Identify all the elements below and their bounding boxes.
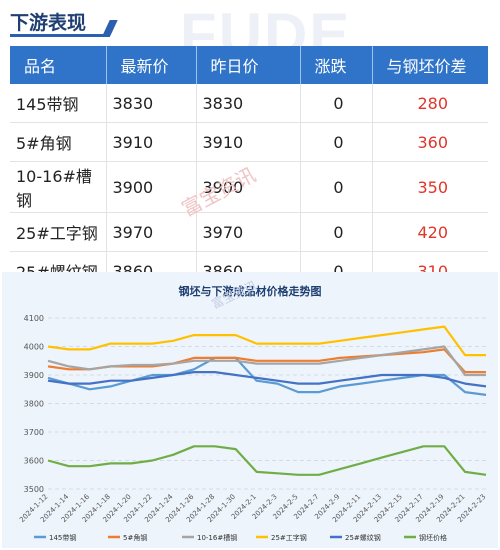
cell-name: 10-16#槽钢 <box>10 161 107 213</box>
legend-label: 25#工字钢 <box>271 533 307 542</box>
chart-title: 钢坯与下游成品材价格走势图 <box>178 285 322 298</box>
table-row: 10-16#槽钢 3900 3900 0 350 <box>10 161 488 213</box>
cell-latest: 3970 <box>106 212 197 252</box>
cell-latest: 3910 <box>106 122 197 162</box>
series-line <box>47 348 486 374</box>
y-tick-label: 3900 <box>24 371 44 380</box>
cell-prev: 3900 <box>196 161 301 213</box>
series-line <box>47 325 486 357</box>
cell-change: 0 <box>300 122 373 162</box>
column-header-name: 品名 <box>10 46 107 84</box>
cell-name: 145带钢 <box>10 84 107 123</box>
table-header-row: 品名 最新价 昨日价 涨跌 与钢坯价差 <box>10 46 488 84</box>
legend-label: 145带钢 <box>49 533 76 542</box>
cell-spread: 360 <box>372 122 488 162</box>
series-line <box>47 371 487 388</box>
cell-prev: 3830 <box>196 84 301 123</box>
cell-latest: 3830 <box>106 84 197 123</box>
cell-spread: 420 <box>372 212 488 252</box>
table-row: 145带钢 3830 3830 0 280 <box>10 84 488 123</box>
y-tick-label: 3600 <box>24 457 44 466</box>
price-table: 品名 最新价 昨日价 涨跌 与钢坯价差 145带钢 3830 3830 0 28… <box>10 46 488 291</box>
cell-change: 0 <box>300 212 373 252</box>
column-header-change: 涨跌 <box>300 46 373 84</box>
cell-change: 0 <box>300 161 373 213</box>
cell-prev: 3910 <box>196 122 301 162</box>
y-tick-label: 3500 <box>24 485 44 494</box>
table-row: 25#工字钢 3970 3970 0 420 <box>10 212 488 252</box>
cell-change: 0 <box>300 84 373 123</box>
legend-label: 10-16#槽钢 <box>197 533 237 542</box>
series-line <box>47 445 487 476</box>
cell-spread: 280 <box>372 84 488 123</box>
legend-label: 5#角钢 <box>123 533 147 542</box>
cell-spread: 350 <box>372 161 488 213</box>
column-header-prev: 昨日价 <box>196 46 301 84</box>
y-tick-label: 3700 <box>24 428 44 437</box>
table-row: 5#角钢 3910 3910 0 360 <box>10 122 488 162</box>
y-tick-label: 4100 <box>24 314 44 323</box>
title-underline <box>10 34 110 37</box>
column-header-latest: 最新价 <box>106 46 197 84</box>
column-header-spread: 与钢坯价差 <box>372 46 488 84</box>
series-line <box>47 345 486 377</box>
y-tick-label: 3800 <box>24 400 44 409</box>
y-tick-label: 4000 <box>24 343 44 352</box>
cell-latest: 3900 <box>106 161 197 213</box>
cell-name: 25#工字钢 <box>10 212 107 252</box>
cell-prev: 3970 <box>196 212 301 252</box>
section-title: 下游表现 <box>10 12 87 34</box>
series-line <box>47 356 487 396</box>
cell-name: 5#角钢 <box>10 122 107 162</box>
legend-label: 25#螺纹钢 <box>345 533 381 542</box>
legend-label: 钢坯价格 <box>419 533 447 542</box>
